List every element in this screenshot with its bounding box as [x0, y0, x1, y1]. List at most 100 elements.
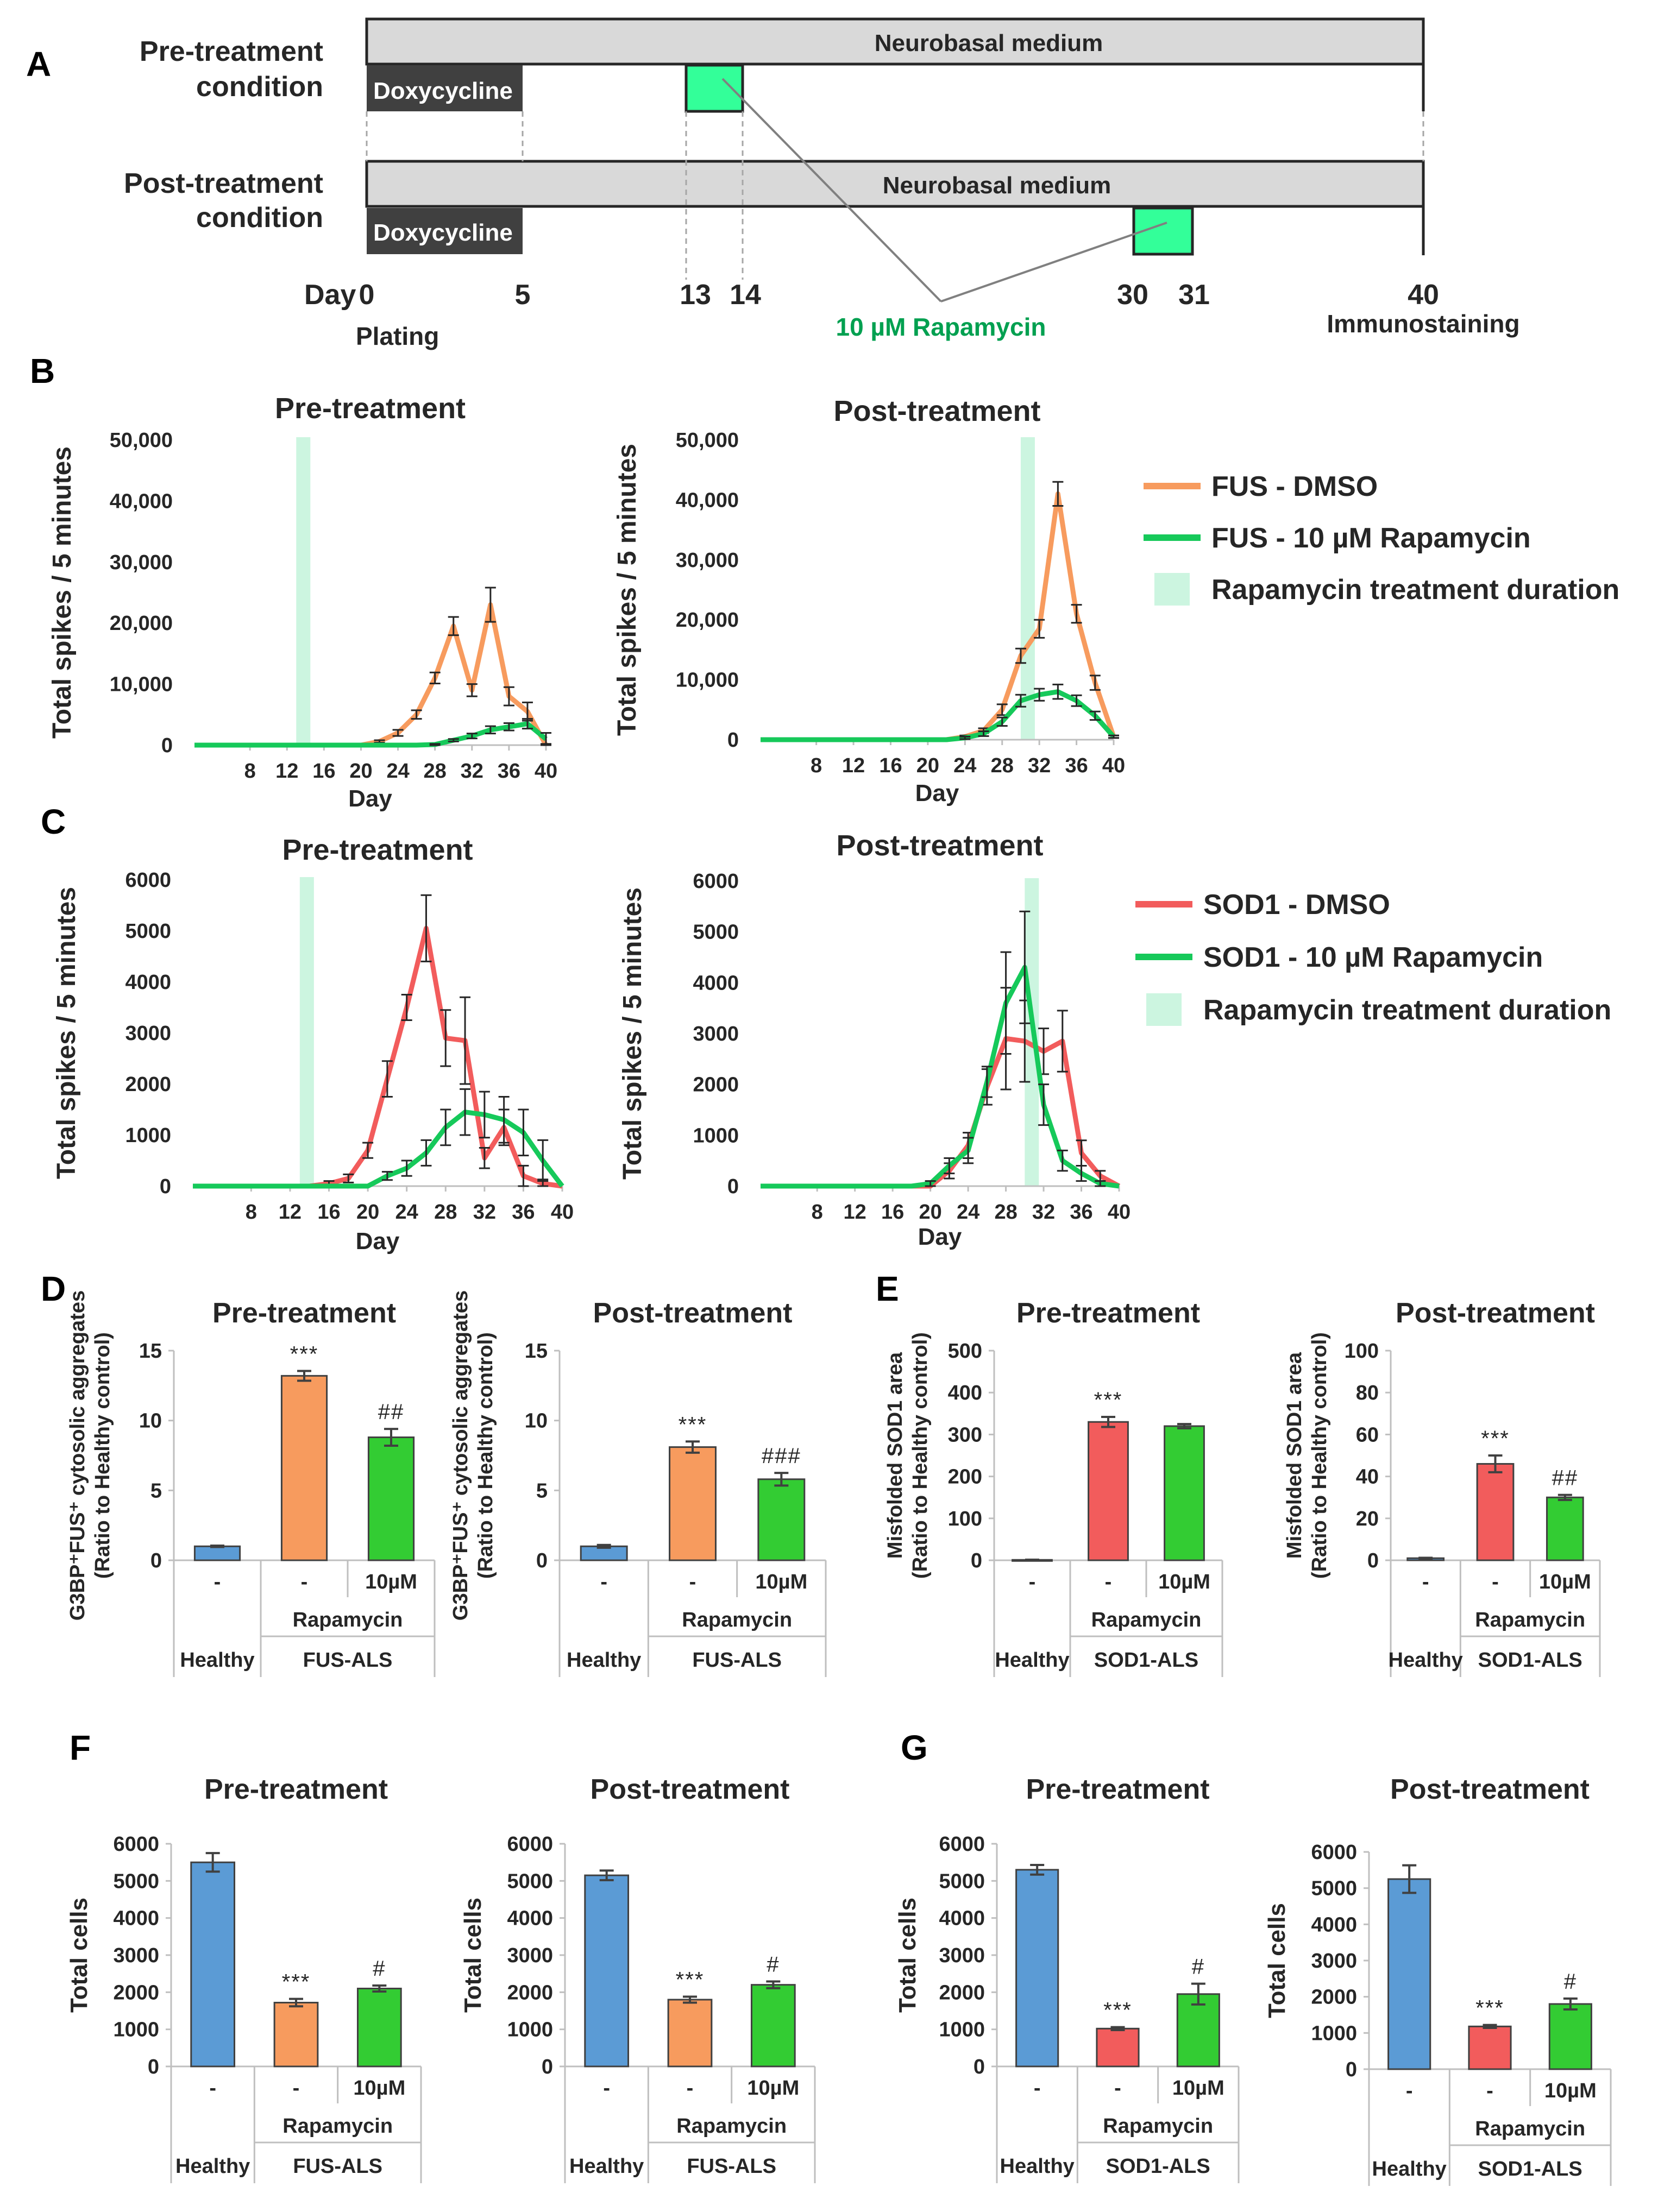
chart-title: Pre-treatment — [212, 1297, 396, 1329]
series-line-0 — [194, 602, 548, 748]
day-tick: 0 — [359, 279, 375, 311]
bar-condition-label: - — [209, 2077, 216, 2100]
x-tick-label: 36 — [512, 1201, 535, 1224]
rapamycin-window — [684, 64, 744, 113]
error-bar — [372, 1984, 387, 1993]
y-tick-label: 5000 — [113, 1870, 159, 1893]
significance-marker: ## — [378, 1400, 405, 1424]
x-tick-label: 20 — [916, 754, 939, 777]
day-tick: 13 — [680, 279, 711, 311]
y-axis-title: G3BP⁺FUS⁺ cytosolic aggregates — [66, 1290, 89, 1621]
y-tick-label: 0 — [727, 729, 739, 752]
x-tick-label: 28 — [994, 1201, 1017, 1224]
x-tick-label: 36 — [1070, 1201, 1092, 1224]
y-tick-label: 0 — [161, 734, 173, 757]
bar-condition-label: 10µM — [1539, 1571, 1591, 1593]
treatment-shade — [296, 437, 311, 745]
x-tick-label: 24 — [395, 1201, 418, 1224]
x-tick-label: 28 — [991, 754, 1014, 777]
y-tick-label: 80 — [1356, 1382, 1379, 1404]
y-tick-label: 50,000 — [110, 429, 173, 452]
chart-f-post: 0 1000 2000 3000 4000 5000 6000 - *** - #10µM Rapam… — [460, 1774, 816, 2183]
bar — [1548, 2003, 1592, 2070]
y-tick-label: 5000 — [125, 920, 171, 943]
y-axis-title: Total cells — [1264, 1903, 1290, 2018]
panel-label-a: A — [26, 45, 51, 84]
error-bar — [1101, 1415, 1115, 1428]
chart-title: Post-treatment — [593, 1297, 793, 1329]
treatment-label: Rapamycin — [1103, 2115, 1213, 2138]
x-tick-label: 20 — [919, 1201, 941, 1224]
error-bar — [297, 1370, 311, 1382]
bar-condition-label: - — [1034, 2077, 1041, 2100]
chart-c-pre: 0 1000 2000 3000 4000 5000 6000 8 12 16 20 24 28 32 36… — [52, 834, 574, 1255]
error-bar — [1488, 1454, 1503, 1473]
x-tick-label: 32 — [473, 1201, 496, 1224]
bar-condition-label: 10µM — [1172, 2077, 1224, 2100]
y-axis-title: (Ratio to Healthy control) — [91, 1332, 114, 1579]
error-bar — [1418, 1556, 1433, 1560]
bar-condition-label: - — [301, 1571, 308, 1593]
y-tick-label: 6000 — [125, 869, 171, 892]
significance-marker: *** — [1103, 1999, 1132, 2022]
panel-label-f: F — [70, 1728, 91, 1767]
y-tick-label: 1000 — [693, 1124, 739, 1147]
y-tick-label: 0 — [727, 1175, 739, 1198]
bar-condition-label: - — [600, 1571, 607, 1593]
y-tick-label: 60 — [1356, 1423, 1379, 1446]
bar — [1546, 1496, 1584, 1561]
y-axis-title: Total spikes / 5 minutes — [613, 444, 642, 736]
y-tick-label: 0 — [971, 1549, 982, 1572]
chart-c-post: 0 1000 2000 3000 4000 5000 6000 8 12 16 20 24 28 32 36… — [618, 829, 1131, 1250]
rapamycin-connector — [721, 78, 1167, 303]
x-tick-label: 24 — [953, 754, 976, 777]
series-line-0 — [761, 491, 1116, 742]
panel-label-b: B — [30, 351, 55, 390]
bar — [584, 1874, 630, 2068]
disease-label: FUS-ALS — [293, 2155, 382, 2178]
healthy-label: Healthy — [175, 2155, 250, 2178]
y-tick-label: 4000 — [113, 1907, 159, 1930]
y-axis-title: G3BP⁺FUS⁺ cytosolic aggregates — [449, 1290, 472, 1621]
bar — [190, 1861, 236, 2068]
x-tick-label: 32 — [1032, 1201, 1055, 1224]
y-tick-label: 4000 — [1311, 1913, 1357, 1936]
error-bar — [599, 1869, 614, 1881]
timeline-diagram: Pre-treatment condition Post-treatment c… — [124, 17, 1520, 350]
x-tick-label: 36 — [498, 760, 520, 783]
legend-label: Rapamycin treatment duration — [1211, 574, 1619, 606]
y-tick-label: 0 — [150, 1549, 162, 1572]
chart-f-pre: 0 1000 2000 3000 4000 5000 6000 - *** - #10µM Rapam… — [66, 1774, 422, 2183]
y-tick-label: 1000 — [1311, 2022, 1357, 2045]
x-tick-label: 12 — [275, 760, 298, 783]
y-tick-label: 5000 — [507, 1870, 553, 1893]
legend-panel-c: SOD1 - DMSO SOD1 - 10 µM Rapamycin Rapamyc… — [1135, 889, 1611, 1026]
timeline-row-label: Post-treatment — [124, 168, 323, 199]
y-tick-label: 2000 — [125, 1073, 171, 1096]
x-axis-title: Day — [356, 1228, 400, 1255]
y-tick-label: 400 — [948, 1382, 982, 1404]
healthy-label: Healthy — [180, 1649, 254, 1672]
bar-condition-label: 10µM — [755, 1571, 807, 1593]
chart-title: Post-treatment — [833, 395, 1040, 427]
y-axis-title: Misfolded SOD1 area — [884, 1352, 907, 1559]
y-tick-label: 3000 — [693, 1023, 739, 1045]
y-tick-label: 4000 — [125, 971, 171, 994]
bar-condition-label: - — [1105, 1571, 1112, 1593]
series-line-1 — [193, 1110, 564, 1189]
panel-label-c: C — [41, 802, 66, 841]
x-axis-title: Day — [348, 785, 392, 812]
series-line-0 — [193, 925, 563, 1189]
y-tick-label: 40,000 — [676, 489, 739, 512]
error-bar — [1563, 1997, 1578, 2011]
y-tick-label: 15 — [525, 1340, 548, 1363]
y-tick-label: 20,000 — [676, 609, 739, 632]
y-tick-label: 10 — [139, 1410, 162, 1433]
y-tick-label: 5000 — [939, 1870, 985, 1893]
x-tick-label: 16 — [312, 760, 335, 783]
x-tick-label: 8 — [244, 760, 256, 783]
significance-marker: # — [1192, 1955, 1205, 1979]
error-bar — [1402, 1864, 1417, 1894]
day-tick: 14 — [730, 279, 761, 311]
